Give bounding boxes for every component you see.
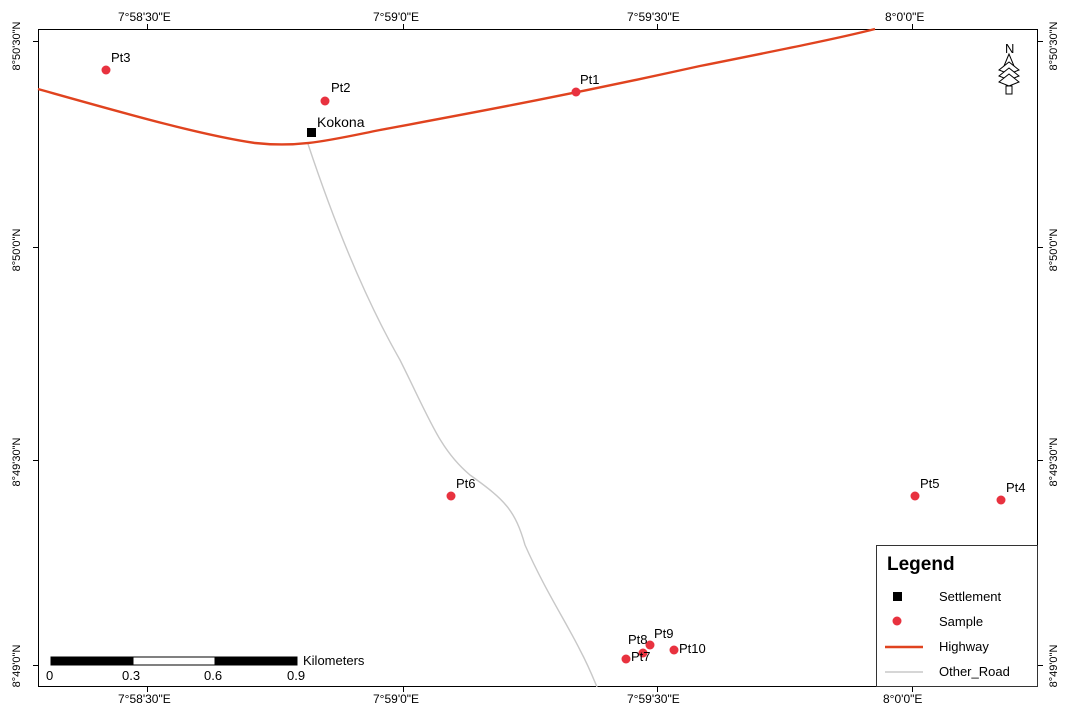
top-coord-label: 8°0'0"E xyxy=(885,10,925,24)
legend-item-highway: Highway xyxy=(877,637,1037,657)
sample-label: Pt8 xyxy=(628,632,648,647)
legend-label: Sample xyxy=(939,614,984,629)
sample-point[interactable] xyxy=(101,65,111,75)
top-coord-label: 7°58'30"E xyxy=(118,10,171,24)
settlement-marker[interactable] xyxy=(307,128,316,137)
sample-label: Pt1 xyxy=(580,72,600,87)
sample-label: Pt10 xyxy=(679,641,706,656)
bottom-coord-label: 8°0'0"E xyxy=(883,692,923,706)
graticule-tick xyxy=(1038,41,1043,42)
sample-point[interactable] xyxy=(996,495,1006,505)
sample-dot-icon xyxy=(892,616,902,626)
sample-label: Pt5 xyxy=(920,476,940,491)
graticule-tick xyxy=(657,687,658,692)
map-frame xyxy=(38,29,1038,687)
graticule-tick xyxy=(657,24,658,29)
settlement-square-icon xyxy=(893,592,902,601)
sample-label: Pt6 xyxy=(456,476,476,491)
graticule-tick xyxy=(33,247,38,248)
sample-label: Pt2 xyxy=(331,80,351,95)
graticule-tick xyxy=(403,687,404,692)
graticule-tick xyxy=(1038,665,1043,666)
other-road-line-icon xyxy=(885,671,923,673)
graticule-tick xyxy=(147,24,148,29)
scale-bar-graphic xyxy=(50,656,298,666)
bottom-coord-label: 7°59'30"E xyxy=(627,692,680,706)
sample-point[interactable] xyxy=(910,491,920,501)
top-coord-label: 7°59'0"E xyxy=(373,10,420,24)
sample-point[interactable] xyxy=(446,491,456,501)
graticule-tick xyxy=(1038,460,1043,461)
other-road-line[interactable] xyxy=(307,143,598,688)
graticule-tick xyxy=(403,24,404,29)
legend-item-sample: Sample xyxy=(877,612,1037,632)
sample-label: Pt3 xyxy=(111,50,131,65)
graticule-tick xyxy=(33,41,38,42)
north-arrow-icon: N xyxy=(998,41,1020,95)
legend-title: Legend xyxy=(887,554,955,575)
graticule-tick xyxy=(33,460,38,461)
bottom-coord-label: 7°59'0"E xyxy=(373,692,420,706)
legend-item-settlement: Settlement xyxy=(877,587,1037,607)
scale-unit-label: Kilometers xyxy=(303,653,365,668)
highway-line[interactable] xyxy=(37,27,876,146)
sample-point[interactable] xyxy=(621,654,631,664)
legend-label: Settlement xyxy=(939,589,1002,604)
sample-point[interactable] xyxy=(638,648,648,658)
top-coord-label: 7°59'30"E xyxy=(627,10,680,24)
north-letter: N xyxy=(1005,41,1014,56)
graticule-tick xyxy=(912,24,913,29)
legend-label: Highway xyxy=(939,639,989,654)
legend-label: Other_Road xyxy=(939,664,1010,679)
scale-tick-label: 0 xyxy=(46,668,54,683)
sample-label: Pt9 xyxy=(654,626,674,641)
sample-point[interactable] xyxy=(571,87,581,97)
sample-label: Pt7 xyxy=(631,649,651,664)
sample-point[interactable] xyxy=(320,96,330,106)
sample-point[interactable] xyxy=(669,645,679,655)
settlement-label: Kokona xyxy=(317,114,365,130)
graticule-tick xyxy=(912,687,913,692)
bottom-coord-label: 7°58'30"E xyxy=(118,692,171,706)
scale-tick-label: 0.9 xyxy=(287,668,306,683)
graticule-tick xyxy=(147,687,148,692)
scale-tick-label: 0.3 xyxy=(122,668,141,683)
scale-tick-label: 0.6 xyxy=(204,668,223,683)
graticule-tick xyxy=(1038,247,1043,248)
legend-box: Legend Settlement Sample Highway Other_R… xyxy=(876,545,1038,687)
graticule-tick xyxy=(33,665,38,666)
legend-item-other-road: Other_Road xyxy=(877,662,1037,682)
highway-line-icon xyxy=(885,645,923,649)
north-arrow: N xyxy=(995,40,1025,98)
sample-point[interactable] xyxy=(645,640,655,650)
sample-label: Pt4 xyxy=(1006,480,1026,495)
